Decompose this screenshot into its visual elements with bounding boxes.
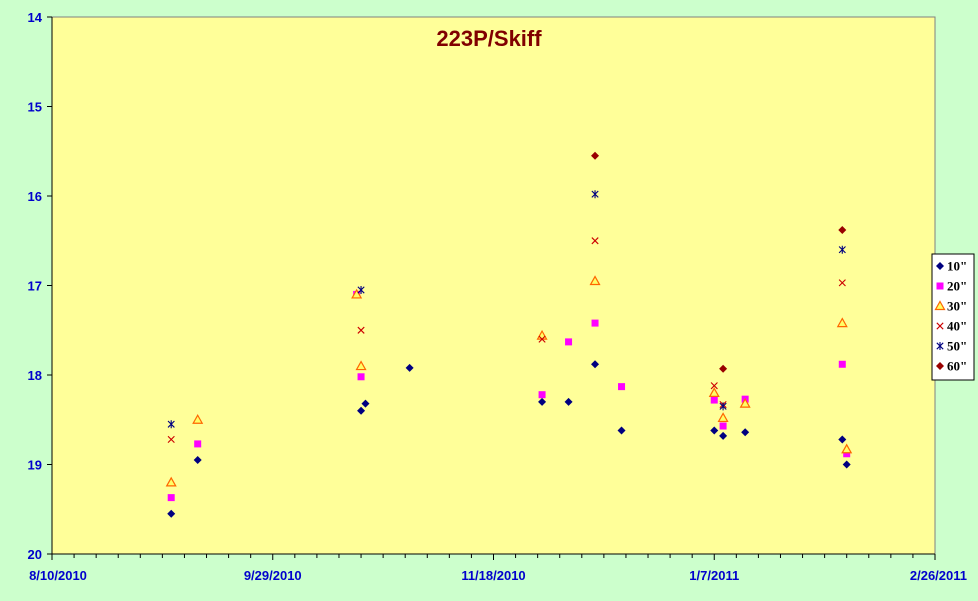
data-point [193, 456, 202, 465]
legend-entry: 20" [936, 279, 967, 294]
data-point [741, 428, 750, 437]
data-point [194, 440, 202, 448]
data-point [589, 275, 601, 286]
series-1 [167, 360, 851, 518]
legend-label: 10" [947, 259, 967, 274]
legend-marker [936, 262, 944, 270]
legend-label: 60" [947, 359, 967, 374]
x-tick-label: 2/26/2011 [910, 568, 967, 583]
data-point [710, 396, 718, 404]
data-point [355, 360, 367, 371]
data-point [591, 319, 599, 327]
data-point [167, 509, 176, 518]
data-point [192, 414, 204, 424]
legend-marker [934, 300, 946, 311]
x-tick-label: 11/18/2010 [461, 568, 525, 583]
series-5 [167, 190, 846, 429]
data-point [357, 326, 365, 334]
data-point [591, 237, 599, 245]
data-point [357, 285, 365, 294]
series-4 [167, 237, 846, 444]
data-point [591, 151, 600, 160]
data-point [165, 476, 177, 487]
legend-box [931, 253, 975, 381]
data-point [838, 360, 846, 368]
series-6 [591, 151, 847, 373]
legend-entry: 10" [936, 259, 967, 274]
legend-entry: 30" [934, 299, 967, 314]
data-point [843, 450, 851, 458]
data-point [836, 317, 848, 328]
x-tick-label: 1/7/2011 [689, 568, 739, 583]
y-tick-label: 16 [28, 189, 42, 204]
data-point [708, 387, 720, 397]
y-tick-label: 17 [28, 279, 42, 294]
data-point [739, 397, 751, 408]
legend-marker [936, 362, 944, 370]
y-tick-label: 20 [28, 547, 42, 562]
legend-label: 20" [947, 279, 967, 294]
x-tick-label: 8/10/2010 [29, 568, 87, 583]
data-point [710, 382, 718, 390]
data-point [591, 190, 599, 199]
data-point [357, 373, 365, 381]
data-point [710, 426, 719, 435]
data-point [719, 422, 727, 430]
data-point [719, 402, 727, 411]
legend-label: 50" [947, 339, 967, 354]
legend-entry: 50" [936, 339, 967, 354]
data-point [361, 399, 370, 408]
legend-marker [936, 342, 944, 350]
data-point [717, 412, 729, 423]
legend-label: 40" [947, 319, 967, 334]
data-point [538, 391, 546, 399]
data-point [838, 245, 846, 254]
series-3 [165, 275, 853, 487]
data-point [167, 494, 175, 502]
data-points [165, 151, 853, 518]
data-point [719, 431, 728, 440]
legend-marker [936, 322, 944, 330]
data-point [565, 338, 573, 346]
tick-labels: 14 15 16 17 18 19 20 8/10/2010 9/29/2010 11/18/20… [28, 10, 967, 583]
data-point [838, 435, 847, 444]
y-tick-label: 15 [28, 100, 42, 115]
data-point [357, 406, 366, 415]
data-point [538, 397, 547, 406]
data-point [838, 226, 847, 235]
plot-area [51, 16, 936, 555]
data-point [405, 363, 414, 372]
y-tick-label: 19 [28, 458, 42, 473]
legend-entry: 40" [936, 319, 967, 334]
data-point [167, 435, 175, 444]
data-point [719, 364, 728, 373]
data-point [841, 443, 853, 454]
x-tick-label: 9/29/2010 [244, 568, 302, 583]
data-point [591, 360, 600, 369]
chart-title: 223P/Skiff [436, 26, 542, 51]
data-point [618, 383, 626, 391]
data-point [842, 460, 851, 469]
data-point [564, 397, 573, 406]
data-point [838, 279, 846, 287]
legend: 10" 20" 30" 40" 50" 60" [931, 253, 975, 381]
data-point [351, 288, 363, 299]
data-point [617, 426, 626, 435]
data-point [167, 420, 175, 429]
legend-marker [936, 282, 944, 290]
legend-label: 30" [947, 299, 967, 314]
data-point [538, 335, 546, 343]
legend-entry: 60" [936, 359, 967, 374]
axes [47, 16, 936, 560]
y-tick-label: 18 [28, 368, 42, 383]
y-tick-label: 14 [28, 10, 43, 25]
